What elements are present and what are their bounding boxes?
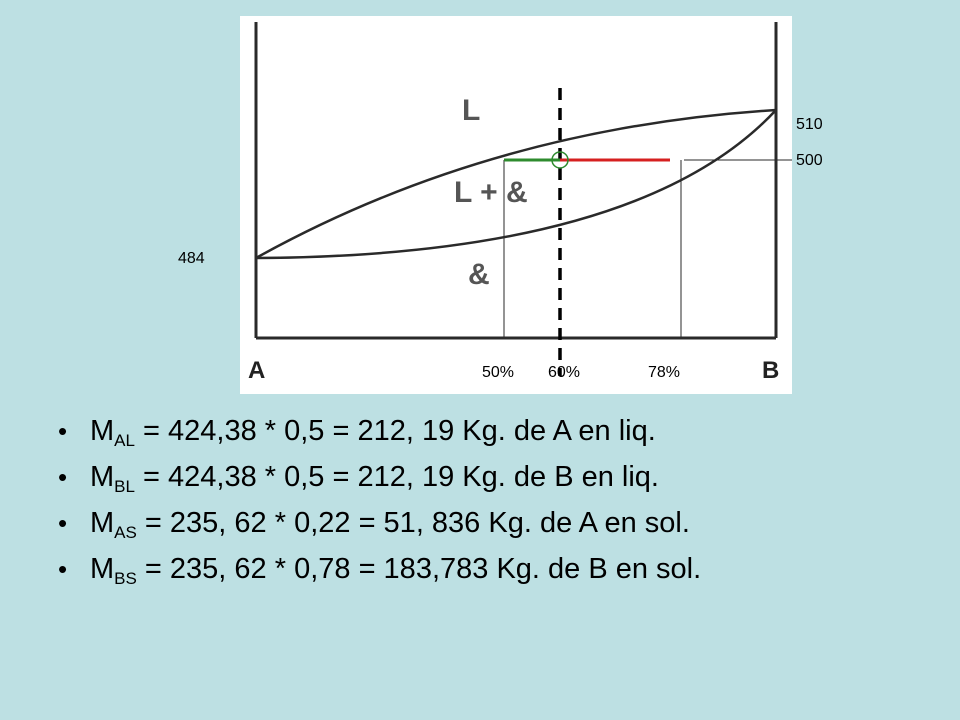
- phase-diagram-svg: L L + & & A B: [248, 22, 792, 384]
- phase-diagram: L L + & & A B: [240, 16, 792, 394]
- region-solid-label: &: [468, 258, 490, 291]
- temp-label-510: 510: [796, 116, 823, 133]
- region-liquid-label: L: [462, 94, 480, 127]
- bullet-mass-a-solid: • MAS = 235, 62 * 0,22 = 51, 836 Kg. de A…: [58, 500, 701, 546]
- bullet-icon: •: [58, 416, 68, 446]
- temp-label-484: 484: [178, 250, 205, 267]
- composition-label-50: 50%: [482, 364, 515, 381]
- bullet-icon: •: [58, 508, 68, 538]
- axis-end-b: B: [762, 357, 779, 384]
- fulcrum-circle: [551, 151, 569, 169]
- mass-calculation-list: • MAL = 424,38 * 0,5 = 212, 19 Kg. de A e…: [58, 408, 701, 592]
- bullet-icon: •: [58, 554, 68, 584]
- axis-end-a: A: [248, 357, 265, 384]
- bullet-icon: •: [58, 462, 68, 492]
- composition-label-78: 78%: [648, 364, 681, 381]
- temp-label-500: 500: [796, 152, 823, 169]
- liquidus-curve: [255, 108, 777, 260]
- solidus-curve: [255, 109, 777, 260]
- region-two-phase-label: L + &: [454, 176, 528, 209]
- bullet-mass-b-liquid: • MBL = 424,38 * 0,5 = 212, 19 Kg. de B e…: [58, 454, 701, 500]
- bullet-mass-a-liquid: • MAL = 424,38 * 0,5 = 212, 19 Kg. de A e…: [58, 408, 701, 454]
- bullet-mass-b-solid: • MBS = 235, 62 * 0,78 = 183,783 Kg. de B…: [58, 546, 701, 592]
- composition-label-60: 60%: [548, 364, 581, 381]
